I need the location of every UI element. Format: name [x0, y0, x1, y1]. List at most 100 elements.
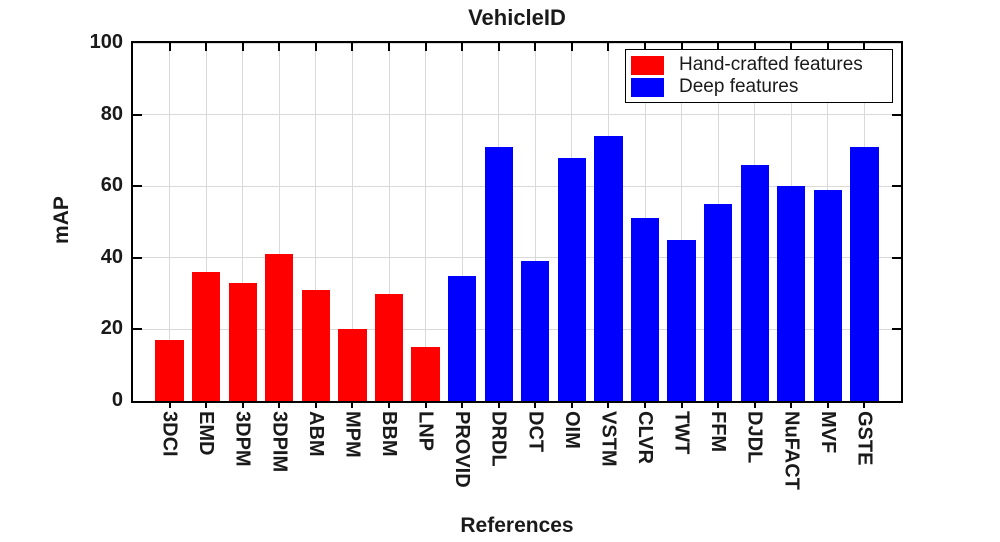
x-tick-top	[644, 43, 646, 51]
horizontal-gridline	[133, 328, 901, 330]
y-tick-right	[892, 185, 901, 188]
legend-item: Hand-crafted features	[631, 54, 886, 76]
x-tick-top	[680, 43, 683, 51]
y-tick-label-60: 60	[100, 174, 123, 197]
y-tick-label-80: 80	[100, 102, 123, 125]
bar-ABM	[301, 290, 330, 401]
y-tick-left	[133, 328, 142, 331]
bar-GSTE	[850, 146, 879, 401]
x-tick-top	[388, 43, 390, 51]
x-tick-label-DRDL: DRDL	[487, 411, 510, 467]
x-tick-label-BBM: BBM	[378, 411, 400, 457]
x-tick-top	[424, 43, 427, 51]
x-tick-bottom	[863, 403, 866, 408]
vertical-gridline	[681, 43, 683, 401]
x-tick-bottom	[570, 403, 573, 408]
legend-swatch-deep	[631, 77, 664, 97]
x-tick-top	[168, 43, 171, 51]
bar-VSTM	[594, 136, 623, 401]
x-tick-bottom	[607, 403, 610, 408]
x-tick-top	[241, 43, 244, 51]
x-tick-top	[753, 43, 756, 51]
horizontal-gridline	[133, 42, 901, 44]
x-tick-bottom	[388, 403, 390, 408]
y-tick-label-100: 100	[89, 31, 123, 53]
vertical-gridline	[205, 43, 207, 401]
x-tick-bottom	[644, 403, 646, 408]
x-tick-top	[278, 43, 281, 51]
bar-CLVR	[630, 218, 660, 401]
plot-canvas	[133, 42, 901, 401]
vertical-gridline	[461, 43, 463, 401]
bar-MPM	[338, 329, 367, 401]
x-tick-top	[607, 43, 610, 51]
x-tick-label-GSTE: GSTE	[853, 411, 876, 466]
x-tick-label-MPM: MPM	[341, 411, 364, 458]
x-tick-bottom	[461, 403, 464, 408]
bar-PROVID	[448, 275, 477, 401]
bar-TWT	[667, 239, 696, 401]
x-tick-bottom	[826, 403, 829, 408]
x-tick-bottom	[790, 403, 793, 408]
legend: Hand-crafted features Deep features	[625, 49, 893, 103]
y-tick-right	[892, 328, 901, 331]
vertical-gridline	[169, 43, 171, 401]
x-tick-bottom	[241, 403, 244, 408]
horizontal-gridline	[133, 114, 901, 116]
x-tick-label-PROVID: PROVID	[451, 411, 474, 488]
bar-EMD	[192, 272, 221, 401]
x-tick-bottom	[278, 403, 281, 408]
x-tick-bottom	[424, 403, 427, 408]
vertical-gridline	[278, 43, 280, 401]
x-tick-top	[497, 43, 500, 51]
legend-item: Deep features	[631, 76, 886, 98]
legend-label-hand-crafted: Hand-crafted features	[679, 54, 863, 75]
x-tick-top	[826, 43, 829, 51]
x-tick-top	[570, 43, 573, 51]
y-tick-right	[892, 256, 901, 259]
legend-swatch-hand-crafted	[631, 55, 664, 75]
x-tick-label-ABM: ABM	[304, 411, 327, 457]
chart-title: VehicleID	[468, 5, 566, 30]
bar-3DPM	[228, 282, 257, 401]
vertical-gridline	[242, 43, 244, 401]
x-tick-bottom	[680, 403, 683, 408]
x-tick-label-NuFACT: NuFACT	[780, 411, 803, 490]
bar-BBM	[374, 293, 404, 401]
x-tick-bottom	[205, 403, 208, 408]
x-tick-top	[863, 43, 866, 51]
y-tick-left	[133, 185, 142, 188]
bar-3DPIM	[265, 254, 294, 401]
x-tick-label-DCT: DCT	[524, 411, 547, 453]
x-tick-bottom	[717, 403, 720, 408]
vertical-gridline	[534, 43, 536, 401]
y-tick-label-40: 40	[100, 245, 123, 268]
x-tick-label-FFM: FFM	[707, 411, 730, 453]
y-tick-label-0: 0	[111, 389, 123, 411]
x-tick-label-3DPM: 3DPM	[231, 411, 254, 467]
y-tick-left	[133, 113, 142, 116]
x-tick-top	[314, 43, 317, 51]
y-tick-label-20: 20	[100, 317, 123, 340]
bar-DRDL	[484, 146, 513, 401]
x-tick-label-OIM: OIM	[560, 411, 583, 449]
vertical-gridline	[425, 43, 427, 401]
x-tick-label-LNP: LNP	[414, 411, 437, 451]
bar-LNP	[411, 347, 440, 401]
y-tick-right	[892, 113, 901, 116]
horizontal-gridline	[133, 257, 901, 259]
bar-MVF	[813, 189, 842, 401]
vertical-gridline	[315, 43, 317, 401]
x-tick-label-DJDL: DJDL	[743, 411, 766, 464]
y-tick-left	[133, 256, 142, 259]
x-tick-top	[790, 43, 793, 51]
x-tick-bottom	[534, 403, 537, 408]
bar-FFM	[704, 204, 733, 401]
x-tick-bottom	[168, 403, 171, 408]
x-tick-label-MVF: MVF	[816, 411, 839, 454]
bar-NuFACT	[777, 186, 806, 401]
bar-3DCI	[155, 340, 184, 401]
x-tick-bottom	[753, 403, 756, 408]
x-tick-label-EMD: EMD	[195, 411, 218, 456]
